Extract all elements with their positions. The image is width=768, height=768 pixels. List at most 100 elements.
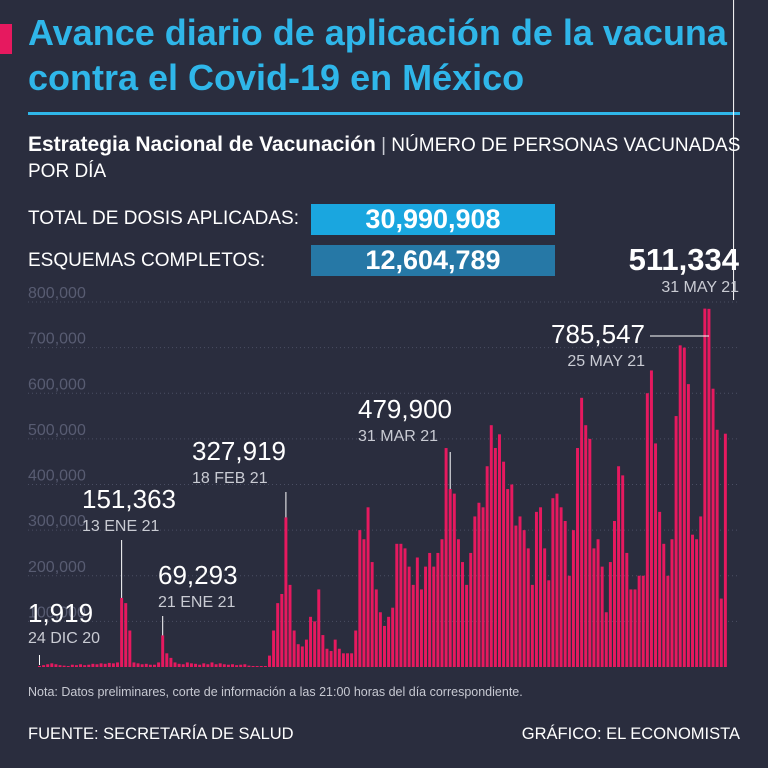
bar [452,493,456,667]
bar [366,507,370,667]
bar [42,665,46,667]
bar [177,663,181,667]
bar [686,384,690,667]
bar [313,621,317,667]
bar [674,416,678,667]
bar [633,589,637,667]
bar [666,575,670,667]
bar [251,666,255,667]
bar [378,612,382,667]
y-tick-label: 800,000 [28,285,86,302]
bar [625,552,629,667]
bar [54,664,58,667]
bar [407,566,411,667]
chart-subtitle: Estrategia Nacional de Vacunación | NÚME… [28,132,743,185]
bar [169,657,173,667]
bar [493,448,497,667]
bar [584,425,588,667]
bar [136,663,140,667]
bar [74,665,78,667]
bar [206,664,210,667]
bar [715,429,719,667]
bar [485,466,489,667]
annotation-date: 25 MAY 21 [567,353,645,370]
bar [189,663,193,667]
bar [424,566,428,667]
bar [321,635,325,667]
annotation-value: 479,900 [358,394,452,424]
annotation-date: 21 ENE 21 [158,594,235,611]
bar [304,639,308,667]
bar [539,507,543,667]
bar [391,607,395,667]
subtitle-separator: | [381,135,387,156]
bar [185,662,189,667]
bar [132,662,136,667]
bar [489,425,493,667]
bar [522,530,526,667]
bar [325,648,329,667]
bar [432,566,436,667]
bar [465,584,469,667]
y-tick-label: 700,000 [28,331,86,348]
y-tick-label: 300,000 [28,513,86,530]
bar [399,543,403,667]
bar [440,539,444,667]
bar [588,438,592,667]
bar [350,653,354,667]
bar [510,484,514,667]
bar [498,434,501,667]
bar [370,562,374,667]
bar [144,663,148,667]
bar [58,665,62,667]
bar [317,589,321,667]
total-doses-label: TOTAL DE DOSIS APLICADAS: [28,208,300,229]
bar [124,603,128,667]
bar [617,466,621,667]
bar [153,664,156,667]
bar [395,543,399,667]
bar [658,511,662,667]
bar [346,653,349,667]
y-tick-label: 100,000 [28,604,86,621]
bar [596,539,600,667]
bar [222,664,226,667]
bar [148,664,152,667]
bar [608,562,612,667]
annotation-value: 511,334 [629,242,740,277]
bar [198,664,202,667]
bar [276,603,280,667]
bar [649,370,653,667]
bar [403,548,407,667]
bar [50,663,54,667]
bar [70,664,74,667]
complete-schemes-value: 12,604,789 [311,245,555,276]
bar [128,630,132,667]
bar [415,557,419,667]
bar [555,493,559,667]
bar [337,648,341,667]
bar [518,516,522,667]
bar [103,663,107,667]
annotation-date: 31 MAR 21 [358,428,438,445]
bar [333,639,337,667]
bar [637,575,641,667]
bar [87,664,91,667]
complete-schemes-label: ESQUEMAS COMPLETOS: [28,250,266,271]
bar [263,666,267,667]
footnote: Nota: Datos preliminares, corte de infor… [28,685,523,699]
annotation-date: 18 FEB 21 [192,470,268,487]
bar [46,664,50,667]
bar [641,575,645,667]
bar [341,653,345,667]
bar [218,663,222,667]
bar [428,552,432,667]
bar [255,666,259,667]
bar [284,517,288,667]
bar [526,548,530,667]
bar [629,589,633,667]
annotation-value: 151,363 [82,484,176,514]
bar [292,630,296,667]
bar [194,663,198,667]
